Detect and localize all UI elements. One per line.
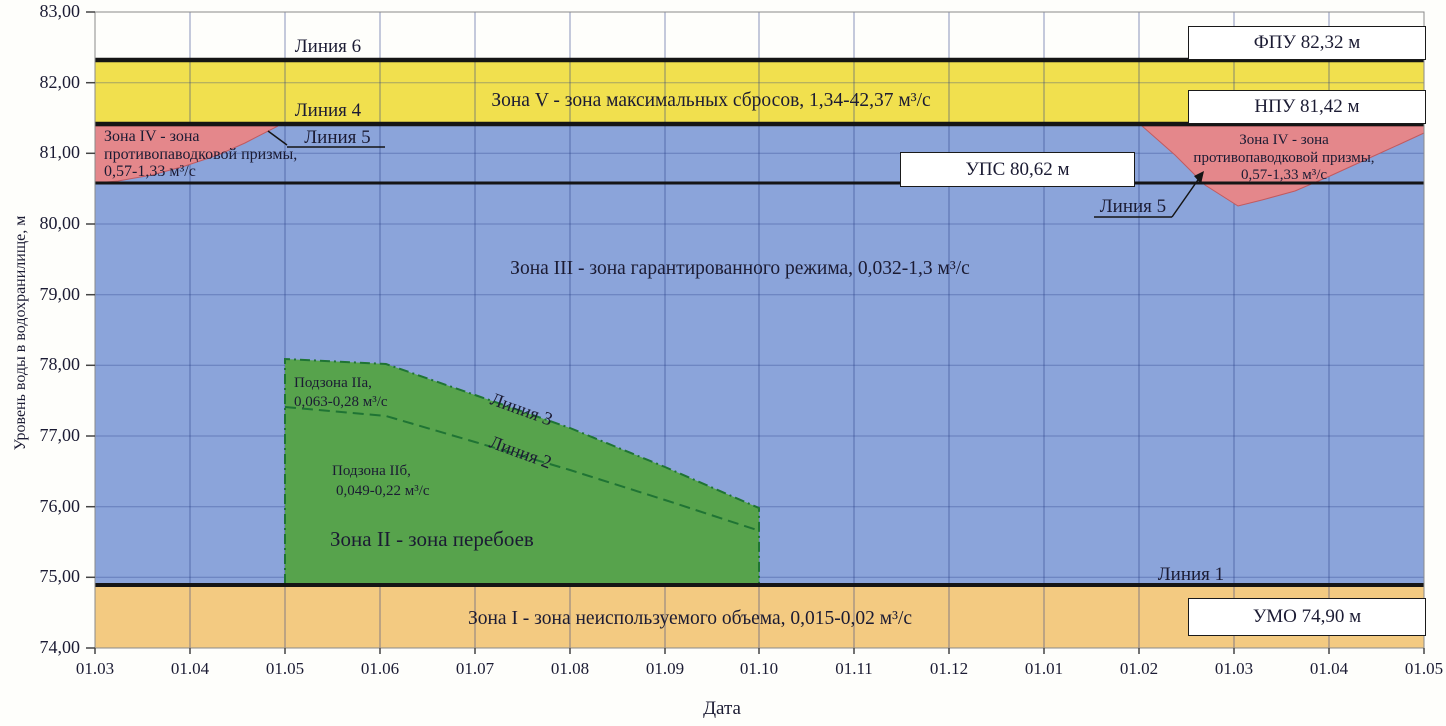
line-2-dashed (284, 406, 758, 531)
zone-iv-winter-line1: Зона IV - зона (1239, 132, 1329, 148)
subzone-iib-line1: Подзона IIб, (332, 463, 411, 479)
x-tick-3: 01.06 (360, 659, 400, 678)
x-tick-2: 01.05 (265, 659, 305, 678)
subzone-iib-label: Подзона IIб, 0,049-0,22 м³/с (332, 461, 472, 501)
umo-level-box: УМО 74,90 м (1188, 598, 1426, 636)
black-boundary-lines (95, 57, 1424, 587)
line-4-label: Линия 4 (294, 100, 362, 121)
x-tick-8: 01.11 (835, 659, 873, 678)
x-tick-14: 01.05 (1404, 659, 1444, 678)
subzone-iia-line1: Подзона IIа, (294, 375, 372, 391)
x-tick-1: 01.04 (170, 659, 210, 678)
fpu-level-box: ФПУ 82,32 м (1188, 26, 1426, 60)
npu-level-box: НПУ 81,42 м (1188, 90, 1426, 124)
line-5-winter-label: Линия 5 (1099, 196, 1167, 217)
x-tick-12: 01.03 (1214, 659, 1254, 678)
line-5-spring-callout (267, 130, 385, 148)
x-tick-7: 01.10 (739, 659, 779, 678)
x-tick-0: 01.03 (75, 659, 115, 678)
line-1-label: Линия 1 (1157, 564, 1225, 585)
subzone-iia-label: Подзона IIа, 0,063-0,28 м³/с (294, 374, 424, 412)
zone-iv-winter-line3: 0,57-1,33 м³/с (1240, 167, 1328, 183)
line-6-label: Линия 6 (294, 36, 362, 57)
y-tick-81: 81,00 (39, 142, 81, 162)
y-tick-77: 77,00 (39, 425, 81, 445)
y-tick-79: 79,00 (39, 284, 81, 304)
zone-i-label: Зона I - зона неиспользуемого объема, 0,… (467, 608, 913, 629)
y-tick-74: 74,00 (39, 637, 81, 657)
zone-iv-spring-line3: 0,57-1,33 м³/с (104, 163, 196, 180)
y-tick-76: 76,00 (39, 496, 81, 516)
x-tick-9: 01.12 (929, 659, 969, 678)
x-axis-tick-marks (94, 648, 1425, 654)
x-tick-4: 01.07 (455, 659, 495, 678)
subzone-iia-line2: 0,063-0,28 м³/с (294, 394, 388, 410)
x-tick-6: 01.09 (645, 659, 685, 678)
zone-iv-winter-line2: противопаводковой призмы, (1193, 149, 1375, 166)
zone-ii-polygon-line-3 (284, 357, 760, 585)
y-tick-75: 75,00 (39, 566, 81, 586)
zone-ii-label: Зона II - зона перебоев (330, 527, 534, 551)
zone-iv-spring-label: Зона IV - зона противопаводковой призмы,… (104, 128, 354, 181)
x-axis-title: Дата (703, 698, 741, 719)
zone-v-label: Зона V - зона максимальных сбросов, 1,34… (491, 90, 931, 111)
x-tick-10: 01.01 (1024, 659, 1064, 678)
x-tick-5: 01.08 (550, 659, 590, 678)
line-5-winter-callout-arrowhead (1194, 171, 1204, 184)
zone-iii-label: Зона III - зона гарантированного режима,… (510, 258, 970, 279)
zone-iv-winter-label: Зона IV - зона противопаводковой призмы,… (1160, 132, 1408, 185)
y-tick-83: 83,00 (39, 1, 81, 21)
x-tick-13: 01.04 (1309, 659, 1349, 678)
line-5-spring-label: Линия 5 (304, 127, 371, 148)
x-tick-11: 01.02 (1119, 659, 1159, 678)
line-5-winter-callout (1094, 176, 1201, 218)
zone-iv-spring-line2: противопаводковой призмы, (104, 145, 298, 163)
subzone-iib-line2: 0,049-0,22 м³/с (336, 483, 430, 499)
y-tick-80: 80,00 (39, 213, 81, 233)
y-tick-78: 78,00 (39, 354, 81, 374)
ups-level-box: УПС 80,62 м (900, 152, 1135, 187)
zone-iv-spring-line1: Зона IV - зона (104, 128, 200, 145)
y-axis-tick-marks (86, 11, 95, 649)
y-tick-82: 82,00 (39, 72, 81, 92)
